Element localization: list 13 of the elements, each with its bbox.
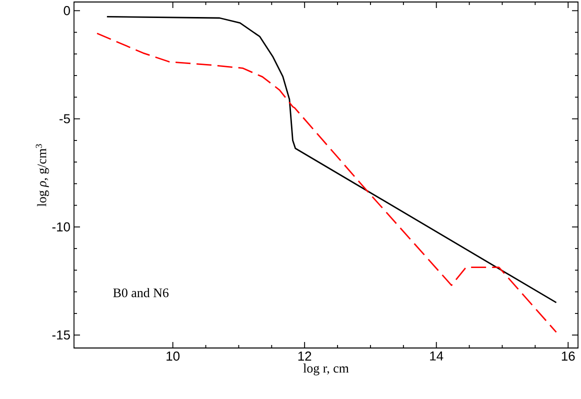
y-tick-label: -15 xyxy=(52,330,70,340)
y-tick-label: -5 xyxy=(60,114,70,124)
annotation: B0 and N6 xyxy=(113,288,169,298)
x-tick-label: 12 xyxy=(298,352,312,361)
x-tick-label: 14 xyxy=(430,352,444,360)
y-tick-label: -10 xyxy=(52,222,70,232)
x-tick-label: 16 xyxy=(562,352,575,361)
x-axis-title: log r, cm xyxy=(303,364,349,376)
line-series xyxy=(96,32,557,333)
line-series xyxy=(106,16,557,304)
y-axis-title: log ρ, g/cm$^{3}$ xyxy=(36,144,49,206)
x-tick-label: 10 xyxy=(166,352,180,361)
y-tick-label: 0 xyxy=(64,6,70,16)
